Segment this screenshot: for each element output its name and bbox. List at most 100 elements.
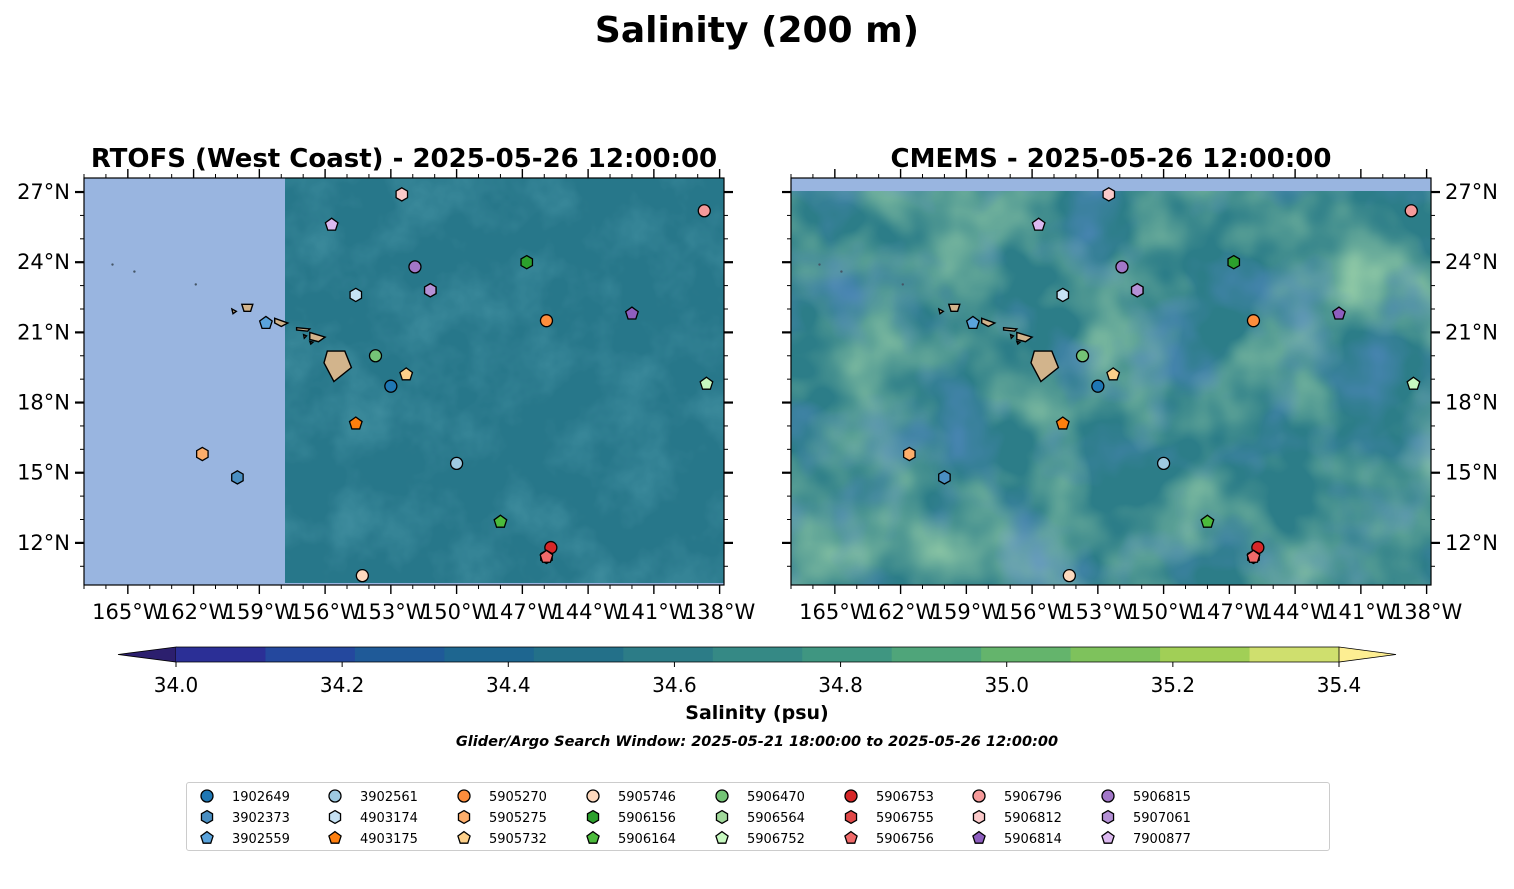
lat-tick-label: 21°N: [1445, 320, 1498, 344]
islet-2: [901, 283, 904, 286]
islet-2: [194, 283, 197, 286]
hawaii-islands: [818, 263, 1060, 383]
float-marker-5906812: [1102, 187, 1116, 202]
float-marker-5906164: [493, 514, 508, 528]
legend-label: 4903174: [360, 811, 418, 826]
float-marker-3902561: [1156, 456, 1171, 471]
float-marker-4903174: [349, 287, 363, 303]
lon-tick-label: 159°W: [224, 600, 296, 624]
island-7: [308, 340, 315, 346]
legend-marker-5906814: [972, 830, 986, 844]
legend-label: 5906156: [618, 811, 676, 826]
legend-marker-1902649: [200, 789, 214, 803]
colorbar-segment: [1160, 647, 1251, 662]
lat-tick-label: 27°N: [1445, 180, 1498, 204]
float-marker-5906470: [1075, 349, 1090, 363]
colorbar-segment: [444, 647, 535, 662]
legend-label: 5906812: [1004, 811, 1062, 826]
legend-marker-5906470: [715, 789, 729, 803]
lon-tick-label: 147°W: [1194, 600, 1266, 624]
colorbar-segment: [802, 647, 893, 662]
legend-marker-5905270: [457, 789, 471, 803]
legend-marker-5906796: [972, 789, 986, 803]
lon-tick-label: 150°W: [421, 600, 493, 624]
legend-marker-3902373: [200, 809, 214, 825]
lon-tick-label: 153°W: [355, 600, 427, 624]
colorbar-label: Salinity (psu): [685, 702, 828, 724]
legend-marker-5905746: [586, 789, 600, 803]
legend-label: 5905746: [618, 790, 676, 805]
lat-tick-label: 12°N: [17, 531, 70, 555]
legend-marker-5906755: [844, 809, 858, 825]
lon-tick-label: 156°W: [289, 600, 361, 624]
island-6: [302, 333, 308, 340]
cmems-map-frame: [790, 177, 1432, 586]
legend-label: 5907061: [1133, 811, 1191, 826]
island-6: [1009, 333, 1015, 340]
lon-tick-label: 165°W: [799, 600, 871, 624]
lon-tick-label: 138°W: [1391, 600, 1463, 624]
island-0: [323, 350, 353, 383]
float-marker-4903174: [1056, 287, 1070, 303]
legend-label: 5906164: [618, 832, 676, 847]
rtofs-float-markers: [195, 187, 714, 583]
rtofs-map-frame: [83, 177, 725, 586]
figure-title: Salinity (200 m): [595, 10, 919, 51]
legend-marker-4903174: [328, 809, 342, 825]
float-marker-5906814: [1331, 306, 1346, 320]
float-marker-5906752: [699, 376, 714, 390]
colorbar-segment: [891, 647, 982, 662]
float-marker-5907061: [423, 282, 437, 298]
hawaii-islands: [111, 263, 353, 383]
legend-marker-5906756: [844, 830, 858, 844]
float-marker-5906815: [408, 260, 422, 274]
legend-label: 3902561: [360, 790, 418, 805]
colorbar-segment: [1249, 647, 1340, 662]
legend-label: 3902559: [232, 832, 290, 847]
cmems-panel: CMEMS - 2025-05-26 12:00:00 165°W162°W15…: [782, 144, 1498, 624]
lon-tick-label: 141°W: [1325, 600, 1397, 624]
colorbar-segment: [533, 647, 624, 662]
colorbar-tick-label: 35.2: [1151, 673, 1196, 697]
rtofs-axis-ticks: 165°W162°W159°W156°W153°W150°W147°W144°W…: [17, 169, 756, 624]
legend-marker-5906812: [972, 809, 986, 825]
islet-0: [818, 263, 821, 266]
float-marker-5906752: [1406, 376, 1421, 390]
cmems-axis-ticks: 165°W162°W159°W156°W153°W150°W147°W144°W…: [782, 169, 1498, 624]
lon-tick-label: 144°W: [1259, 600, 1331, 624]
colorbar-tick-label: 35.4: [1317, 673, 1362, 697]
float-marker-5905270: [1246, 314, 1261, 328]
colorbar-segment: [265, 647, 356, 662]
legend-label: 5906753: [876, 790, 934, 805]
island-7: [1015, 340, 1022, 346]
colorbar-segment: [981, 647, 1072, 662]
float-marker-3902373: [231, 470, 244, 485]
lat-tick-label: 15°N: [17, 461, 70, 485]
legend-label: 5906752: [747, 832, 805, 847]
legend-label: 7900877: [1133, 832, 1191, 847]
lat-tick-label: 12°N: [1445, 531, 1498, 555]
legend-marker-5905275: [457, 809, 471, 825]
colorbar-segment: [354, 647, 445, 662]
float-marker-5905732: [1106, 367, 1121, 381]
lon-tick-label: 162°W: [865, 600, 937, 624]
legend-label: 5906564: [747, 811, 805, 826]
legend-marker-5906156: [586, 809, 600, 825]
float-marker-5906796: [697, 204, 711, 218]
colorbar-segment: [712, 647, 803, 662]
legend-marker-5906164: [586, 830, 600, 844]
legend-marker-5906815: [1101, 789, 1115, 803]
legend-marker-5907061: [1101, 809, 1115, 825]
cmems-panel-title: CMEMS - 2025-05-26 12:00:00: [891, 144, 1332, 174]
legend-label: 5906470: [747, 790, 805, 805]
lat-tick-label: 24°N: [17, 250, 70, 274]
lon-tick-label: 141°W: [618, 600, 690, 624]
lon-tick-label: 159°W: [931, 600, 1003, 624]
float-marker-5906470: [368, 349, 383, 363]
island-5: [230, 307, 238, 315]
colorbar-segment: [1070, 647, 1161, 662]
cmems-float-markers: [902, 187, 1421, 583]
colorbar-tick-label: 34.2: [320, 673, 365, 697]
legend-marker-5905732: [457, 830, 471, 844]
float-marker-1902649: [1091, 379, 1105, 393]
